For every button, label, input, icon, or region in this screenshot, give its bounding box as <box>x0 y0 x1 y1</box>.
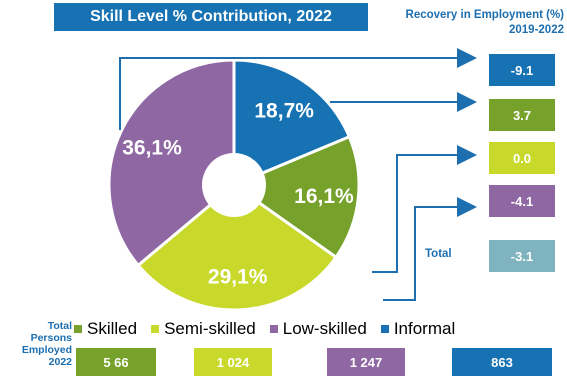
recovery-title-line1: Recovery in Employment (%) <box>405 9 564 21</box>
total-label: Total <box>425 248 452 260</box>
donut-slice-semi-skilled <box>136 183 339 312</box>
donut-slice-low-skilled <box>107 58 236 268</box>
persons-employed-label: Total Persons Employed 2022 <box>2 320 72 368</box>
persons-box-low-skilled: 1 247 <box>327 348 405 376</box>
persons-label-line: Total <box>47 320 72 332</box>
recovery-box-skilled: 3.7 <box>489 99 555 131</box>
recovery-title-line2: 2019-2022 <box>509 24 564 36</box>
persons-label-line: Persons <box>30 332 72 344</box>
legend-swatch <box>151 325 160 333</box>
legend-label: Low-skilled <box>282 319 367 338</box>
slice-label-informal: 18,7% <box>254 100 314 123</box>
donut-hole <box>202 153 266 217</box>
persons-label-line: Employed <box>21 344 72 356</box>
persons-label-line: 2022 <box>48 356 72 368</box>
donut-slice-skilled <box>230 134 361 260</box>
connector-informal <box>119 48 477 130</box>
legend: Skilled Semi-skilled Low-skilled Informa… <box>74 318 469 340</box>
slice-label-semi-skilled: 29,1% <box>208 265 268 288</box>
legend-item-semi-skilled: Semi-skilled <box>151 319 256 339</box>
legend-swatch <box>74 325 82 333</box>
legend-label: Semi-skilled <box>164 319 256 338</box>
connector-low-skilled <box>383 197 477 301</box>
legend-item-skilled: Skilled <box>74 319 137 339</box>
recovery-box-low-skilled: -4.1 <box>489 185 555 217</box>
legend-label: Informal <box>393 319 456 338</box>
donut-slice-informal <box>232 58 352 188</box>
legend-swatch <box>380 325 389 333</box>
connector-semi-skilled <box>372 145 477 273</box>
slice-label-skilled: 16,1% <box>294 185 354 208</box>
chart-title: Skill Level % Contribution, 2022 <box>54 3 368 31</box>
recovery-box-semi-skilled: 0.0 <box>489 142 555 174</box>
legend-item-low-skilled: Low-skilled <box>269 319 367 339</box>
persons-box-informal: 863 <box>452 348 552 376</box>
legend-swatch <box>269 325 278 333</box>
recovery-box-informal: -9.1 <box>489 54 555 86</box>
legend-label: Skilled <box>87 319 138 338</box>
recovery-box-total: -3.1 <box>489 240 555 272</box>
slice-label-low-skilled: 36,1% <box>122 137 182 160</box>
recovery-title: Recovery in Employment (%) 2019-2022 <box>374 8 564 38</box>
persons-box-semi-skilled: 1 024 <box>194 348 272 376</box>
persons-box-skilled: 5 66 <box>76 348 156 376</box>
legend-item-informal: Informal <box>380 319 456 339</box>
